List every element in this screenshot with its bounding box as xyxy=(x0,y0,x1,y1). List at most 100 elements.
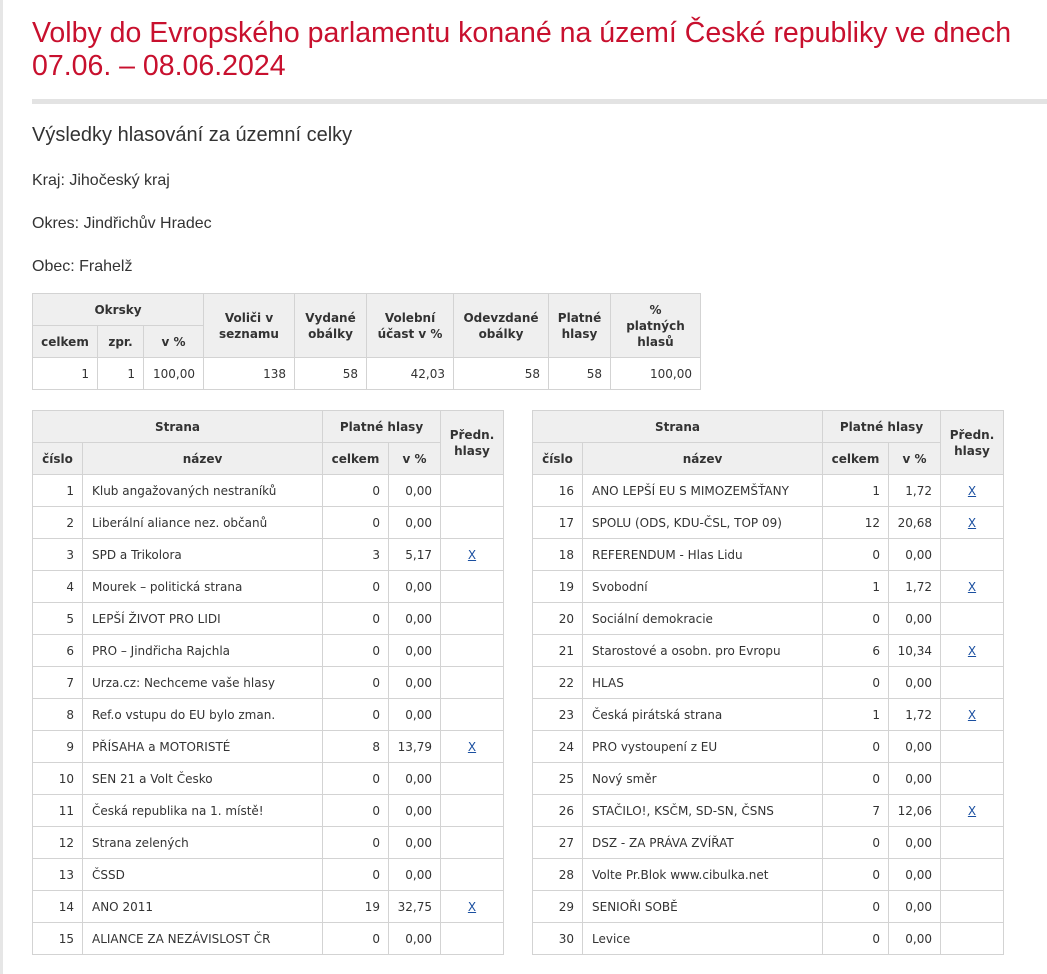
party-percent: 0,00 xyxy=(388,666,441,699)
party-number: 6 xyxy=(32,634,83,667)
header-platne-hlasy: Platné hlasy xyxy=(322,410,441,443)
preferential-votes-link[interactable]: X xyxy=(467,739,477,754)
party-votes: 0 xyxy=(822,538,889,571)
party-votes: 0 xyxy=(822,666,889,699)
party-number: 3 xyxy=(32,538,83,571)
preferential-votes-cell xyxy=(440,794,504,827)
party-votes: 3 xyxy=(322,538,389,571)
party-percent: 0,00 xyxy=(388,858,441,891)
party-number: 5 xyxy=(32,602,83,635)
party-percent: 1,72 xyxy=(888,570,941,603)
party-name: Volte Pr.Blok www.cibulka.net xyxy=(582,858,823,891)
party-name: SEN 21 a Volt Česko xyxy=(82,762,323,795)
preferential-votes-link[interactable]: X xyxy=(967,483,977,498)
party-row: 5 LEPŠÍ ŽIVOT PRO LIDI 0 0,00 xyxy=(32,602,504,635)
party-number: 10 xyxy=(32,762,83,795)
party-percent: 0,00 xyxy=(388,506,441,539)
party-name: STAČILO!, KSČM, SD-SN, ČSNS xyxy=(582,794,823,827)
party-number: 17 xyxy=(532,506,583,539)
party-number: 15 xyxy=(32,922,83,955)
party-name: Nový směr xyxy=(582,762,823,795)
header-platne: Platné hlasy xyxy=(548,293,611,358)
header-celkem: celkem xyxy=(822,442,889,475)
preferential-votes-cell xyxy=(440,602,504,635)
party-row: 18 REFERENDUM - Hlas Lidu 0 0,00 xyxy=(532,538,1004,571)
header-v-pct: v % xyxy=(143,325,204,358)
header-predn-hlasy: Předn. hlasy xyxy=(940,410,1004,475)
party-name: Liberální aliance nez. občanů xyxy=(82,506,323,539)
header-v-pct: v % xyxy=(388,442,441,475)
party-votes: 0 xyxy=(322,698,389,731)
preferential-votes-link[interactable]: X xyxy=(467,547,477,562)
header-strana: Strana xyxy=(32,410,323,443)
header-predn-hlasy: Předn. hlasy xyxy=(440,410,504,475)
party-row: 4 Mourek – politická strana 0 0,00 xyxy=(32,570,504,603)
party-row: 15 ALIANCE ZA NEZÁVISLOST ČR 0 0,00 xyxy=(32,922,504,955)
party-row: 3 SPD a Trikolora 3 5,17 X xyxy=(32,538,504,571)
party-row: 12 Strana zelených 0 0,00 xyxy=(32,826,504,859)
preferential-votes-cell xyxy=(940,826,1004,859)
party-percent: 0,00 xyxy=(388,602,441,635)
party-percent: 0,00 xyxy=(388,826,441,859)
party-votes: 7 xyxy=(822,794,889,827)
party-name: PRO vystoupení z EU xyxy=(582,730,823,763)
party-votes: 0 xyxy=(822,730,889,763)
party-votes: 0 xyxy=(322,922,389,955)
party-percent: 0,00 xyxy=(388,698,441,731)
party-number: 7 xyxy=(32,666,83,699)
preferential-votes-cell: X xyxy=(940,794,1004,827)
party-row: 19 Svobodní 1 1,72 X xyxy=(532,570,1004,603)
preferential-votes-cell: X xyxy=(940,570,1004,603)
party-number: 30 xyxy=(532,922,583,955)
preferential-votes-cell xyxy=(940,890,1004,923)
preferential-votes-link[interactable]: X xyxy=(967,803,977,818)
party-votes: 0 xyxy=(822,826,889,859)
value-platne: 58 xyxy=(548,357,611,390)
party-row: 26 STAČILO!, KSČM, SD-SN, ČSNS 7 12,06 X xyxy=(532,794,1004,827)
party-percent: 32,75 xyxy=(388,890,441,923)
party-row: 10 SEN 21 a Volt Česko 0 0,00 xyxy=(32,762,504,795)
party-percent: 13,79 xyxy=(388,730,441,763)
party-percent: 0,00 xyxy=(888,762,941,795)
header-nazev: název xyxy=(82,442,323,475)
preferential-votes-cell xyxy=(440,858,504,891)
party-percent: 0,00 xyxy=(888,602,941,635)
party-name: SENIOŘI SOBĚ xyxy=(582,890,823,923)
party-votes: 0 xyxy=(822,858,889,891)
summary-table: Okrsky Voliči v seznamu Vydané obálky Vo… xyxy=(32,293,701,390)
preferential-votes-cell xyxy=(940,666,1004,699)
preferential-votes-link[interactable]: X xyxy=(467,899,477,914)
section-heading: Výsledky hlasování za územní celky xyxy=(32,124,353,146)
party-votes: 1 xyxy=(822,698,889,731)
party-number: 13 xyxy=(32,858,83,891)
party-name: ČSSD xyxy=(82,858,323,891)
preferential-votes-cell: X xyxy=(940,474,1004,507)
party-votes: 0 xyxy=(322,506,389,539)
party-number: 25 xyxy=(532,762,583,795)
party-number: 14 xyxy=(32,890,83,923)
party-row: 21 Starostové a osobn. pro Evropu 6 10,34 X xyxy=(532,634,1004,667)
party-number: 28 xyxy=(532,858,583,891)
preferential-votes-cell: X xyxy=(940,634,1004,667)
party-percent: 0,00 xyxy=(888,538,941,571)
party-percent: 0,00 xyxy=(388,570,441,603)
party-votes: 8 xyxy=(322,730,389,763)
party-votes: 1 xyxy=(822,474,889,507)
header-celkem: celkem xyxy=(322,442,389,475)
preferential-votes-link[interactable]: X xyxy=(967,579,977,594)
party-number: 21 xyxy=(532,634,583,667)
value-celkem: 1 xyxy=(32,357,98,390)
preferential-votes-link[interactable]: X xyxy=(967,643,977,658)
preferential-votes-link[interactable]: X xyxy=(967,515,977,530)
party-votes: 0 xyxy=(822,922,889,955)
party-name: DSZ - ZA PRÁVA ZVÍŘAT xyxy=(582,826,823,859)
party-row: 29 SENIOŘI SOBĚ 0 0,00 xyxy=(532,890,1004,923)
party-percent: 0,00 xyxy=(888,666,941,699)
party-votes: 0 xyxy=(322,474,389,507)
party-percent: 0,00 xyxy=(388,634,441,667)
header-okrsky: Okrsky xyxy=(32,293,204,326)
party-number: 29 xyxy=(532,890,583,923)
party-name: Levice xyxy=(582,922,823,955)
preferential-votes-link[interactable]: X xyxy=(967,707,977,722)
party-number: 26 xyxy=(532,794,583,827)
